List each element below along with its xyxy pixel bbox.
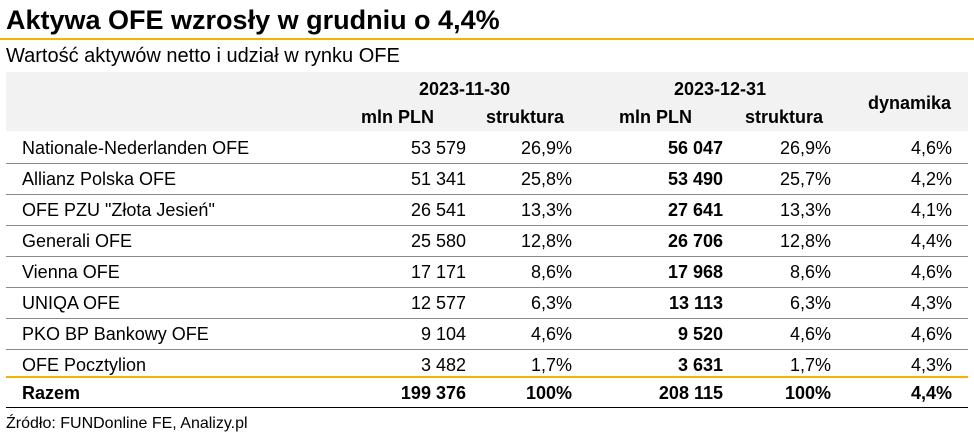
table-header (6, 72, 968, 131)
share-2023-11-30: 1,7% (530, 355, 572, 375)
fund-name: UNIQA OFE (22, 293, 121, 313)
header-value-2: mln PLN (619, 107, 693, 127)
value-2023-12-31: 56 047 (667, 138, 723, 158)
dynamics: 4,6% (910, 138, 952, 158)
row-divider (6, 163, 968, 164)
share-2023-12-31: 4,6% (789, 324, 831, 344)
dynamics: 4,2% (910, 169, 952, 189)
share-2023-11-30: 8,6% (530, 262, 572, 282)
dynamics: 4,4% (910, 231, 952, 251)
row-divider (6, 318, 968, 319)
share-2023-11-30: 12,8% (520, 231, 572, 251)
row-divider (6, 287, 968, 288)
share-2023-12-31: 1,7% (789, 355, 831, 375)
header-share-1: struktura (486, 107, 565, 127)
value-2023-12-31: 27 641 (667, 200, 723, 220)
total-row: Razem 199 376 100% 208 115 100% 4,4% (6, 378, 968, 409)
value-2023-11-30: 25 580 (410, 231, 466, 251)
table-bottom-rule (6, 407, 968, 408)
value-2023-12-31: 53 490 (667, 169, 723, 189)
total-share-1: 100% (525, 383, 572, 403)
header-date-1: 2023-11-30 (419, 79, 511, 99)
title-divider (0, 38, 974, 40)
share-2023-12-31: 6,3% (789, 293, 831, 313)
table-row: PKO BP Bankowy OFE 9 104 4,6% 9 520 4,6% 4,6% (6, 319, 968, 350)
dynamics: 4,1% (910, 200, 952, 220)
share-2023-11-30: 13,3% (520, 200, 572, 220)
share-2023-12-31: 12,8% (779, 231, 831, 251)
fund-name: OFE Pocztylion (22, 355, 147, 375)
subtitle: Wartość aktywów netto i udział w rynku O… (6, 45, 400, 67)
share-2023-11-30: 4,6% (530, 324, 572, 344)
value-2023-12-31: 13 113 (668, 293, 723, 313)
total-value-1: 199 376 (400, 383, 466, 403)
table-row: UNIQA OFE 12 577 6,3% 13 113 6,3% 4,3% (6, 288, 968, 319)
dynamics: 4,3% (910, 293, 952, 313)
fund-name: Vienna OFE (22, 262, 120, 282)
value-2023-11-30: 12 577 (410, 293, 466, 313)
share-2023-12-31: 26,9% (779, 138, 831, 158)
value-2023-11-30: 9 104 (420, 324, 466, 344)
fund-name: OFE PZU "Złota Jesień" (22, 200, 215, 220)
share-2023-11-30: 6,3% (530, 293, 572, 313)
total-label: Razem (22, 383, 81, 403)
total-divider (6, 376, 968, 378)
row-divider (6, 256, 968, 257)
dynamics: 4,6% (910, 324, 952, 344)
table-row: OFE Pocztylion 3 482 1,7% 3 631 1,7% 4,3% (6, 350, 968, 381)
header-dynamics: dynamika (868, 93, 952, 113)
table-row: Generali OFE 25 580 12,8% 26 706 12,8% 4,4% (6, 226, 968, 257)
value-2023-12-31: 17 968 (667, 262, 723, 282)
row-divider (6, 349, 968, 350)
header-value-1: mln PLN (361, 107, 435, 127)
share-2023-12-31: 8,6% (789, 262, 831, 282)
share-2023-12-31: 13,3% (779, 200, 831, 220)
dynamics: 4,6% (910, 262, 952, 282)
value-2023-11-30: 26 541 (410, 200, 466, 220)
fund-name: PKO BP Bankowy OFE (22, 324, 209, 344)
fund-name: Nationale-Nederlanden OFE (22, 138, 250, 158)
value-2023-11-30: 3 482 (420, 355, 466, 375)
total-dynamics: 4,4% (910, 383, 952, 403)
table-row: Allianz Polska OFE 51 341 25,8% 53 490 25,7%… (6, 164, 968, 195)
page-title: Aktywa OFE wzrosły w grudniu o 4,4% (6, 5, 500, 35)
fund-name: Allianz Polska OFE (22, 169, 177, 189)
value-2023-11-30: 53 579 (410, 138, 466, 158)
table-row: Vienna OFE 17 171 8,6% 17 968 8,6% 4,6% (6, 257, 968, 288)
value-2023-12-31: 26 706 (667, 231, 723, 251)
header-date-2: 2023-12-31 (674, 79, 767, 99)
share-2023-11-30: 25,8% (520, 169, 572, 189)
value-2023-12-31: 3 631 (677, 355, 723, 375)
table-row: OFE PZU "Złota Jesień" 26 541 13,3% 27 641 1… (6, 195, 968, 226)
table-row: Nationale-Nederlanden OFE 53 579 26,9% 56 0… (6, 133, 968, 164)
total-value-2: 208 115 (658, 383, 723, 403)
value-2023-12-31: 9 520 (677, 324, 723, 344)
source-note: Źródło: FUNDonline FE, Analizy.pl (6, 415, 248, 432)
row-divider (6, 194, 968, 195)
share-2023-12-31: 25,7% (779, 169, 831, 189)
dynamics: 4,3% (910, 355, 952, 375)
row-divider (6, 225, 968, 226)
header-share-2: struktura (745, 107, 824, 127)
total-share-2: 100% (784, 383, 831, 403)
value-2023-11-30: 51 341 (410, 169, 466, 189)
fund-name: Generali OFE (22, 231, 133, 251)
share-2023-11-30: 26,9% (520, 138, 572, 158)
value-2023-11-30: 17 171 (410, 262, 466, 282)
